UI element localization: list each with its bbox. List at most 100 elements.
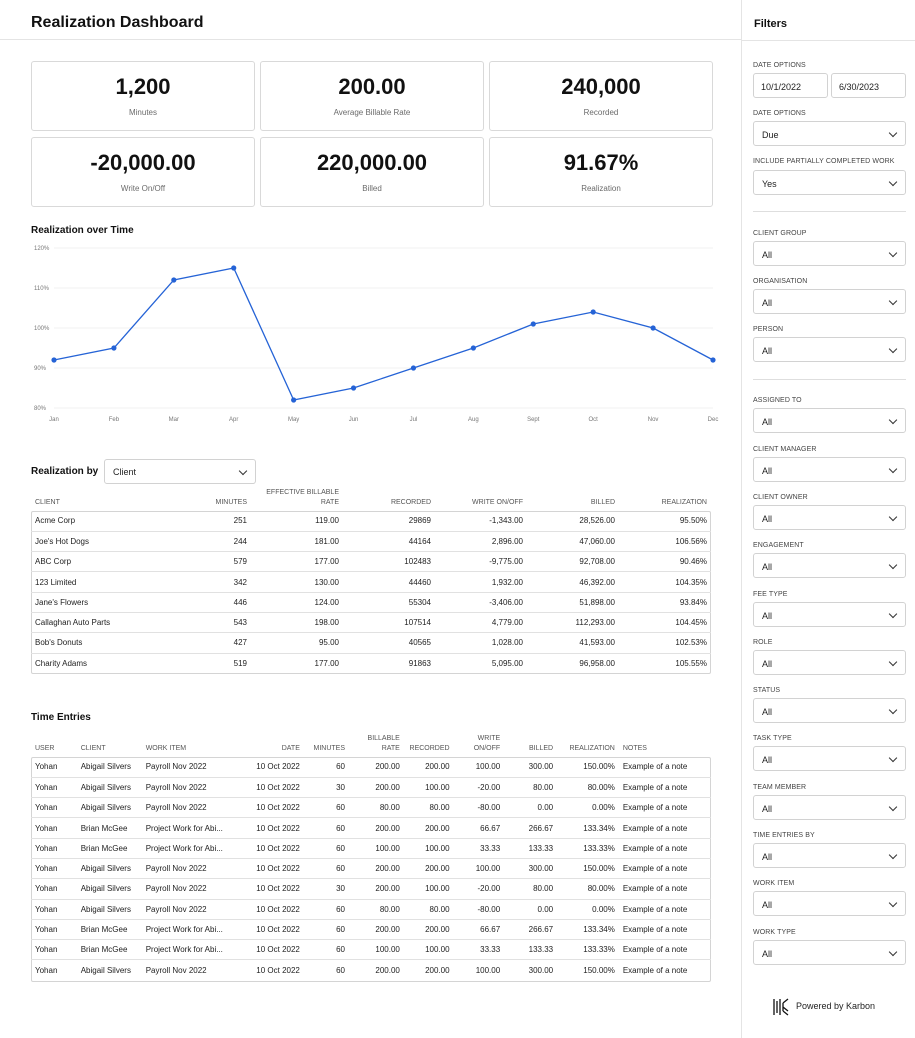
- realization-table-body: Acme Corp 251 119.00 29869 -1,343.00 28,526.0…: [31, 511, 711, 674]
- kpi-value: 200.00: [338, 74, 406, 99]
- filter-select[interactable]: All: [753, 698, 906, 723]
- table-cell: 133.33: [504, 939, 558, 960]
- table-row[interactable]: Yohan Abigail Silvers Payroll Nov 2022 10 O…: [31, 857, 711, 879]
- table-cell: 5,095.00: [435, 652, 527, 674]
- table-cell: 266.67: [504, 918, 558, 940]
- table-cell: 10 Oct 2022: [238, 918, 304, 940]
- data-point[interactable]: [410, 365, 417, 371]
- filter-select[interactable]: All: [753, 891, 906, 916]
- data-point[interactable]: [470, 345, 476, 351]
- table-cell: Payroll Nov 2022: [141, 797, 239, 818]
- chevron-down-icon: [888, 248, 898, 258]
- table-cell: 0.00: [504, 898, 558, 920]
- table-cell: Abigail Silvers: [76, 878, 142, 900]
- table-row[interactable]: Yohan Brian McGee Project Work for Abi... 1…: [31, 939, 711, 960]
- table-row[interactable]: Acme Corp 251 119.00 29869 -1,343.00 28,526.0…: [31, 511, 711, 531]
- data-point[interactable]: [710, 357, 716, 363]
- filter-label: Client Group: [753, 230, 807, 237]
- include-partial-label: Include Partially Completed Work: [753, 158, 895, 165]
- table-cell: 40565: [343, 632, 435, 654]
- table-row[interactable]: Charity Adams 519 177.00 91863 5,095.00 96,95…: [31, 652, 711, 674]
- kpi-card-recorded: 240,000 Recorded: [489, 61, 713, 131]
- date-from-input[interactable]: 10/1/2022: [753, 73, 828, 98]
- table-row[interactable]: Jane's Flowers 446 124.00 55304 -3,406.00 51,…: [31, 591, 711, 613]
- table-cell: 41,593.00: [527, 632, 619, 654]
- table-cell: 100.00: [403, 776, 454, 798]
- filters-sidebar: Filters Date Options 10/1/2022 6/30/2023…: [741, 0, 915, 1038]
- filter-select[interactable]: All: [753, 457, 906, 482]
- data-point[interactable]: [530, 321, 536, 327]
- filter-select[interactable]: All: [753, 843, 906, 868]
- table-cell: 579: [171, 551, 251, 572]
- table-cell: 133.34%: [557, 817, 619, 839]
- filter-select[interactable]: All: [753, 505, 906, 530]
- date-options-select[interactable]: Due: [753, 121, 906, 146]
- filter-label: Task Type: [753, 735, 792, 742]
- realization-line-chart: 120% 110% 100% 90% 80%Jan Feb Mar Apr May Jun Jul A…: [34, 246, 718, 423]
- chevron-down-icon: [888, 609, 898, 619]
- filter-select[interactable]: All: [753, 940, 906, 965]
- filter-select[interactable]: All: [753, 289, 906, 314]
- table-row[interactable]: Yohan Brian McGee Project Work for Abi... 1…: [31, 817, 711, 839]
- filter-select[interactable]: All: [753, 408, 906, 433]
- table-row[interactable]: Yohan Abigail Silvers Payroll Nov 2022 10 O…: [31, 757, 711, 777]
- time-entries-title: Time Entries: [31, 712, 91, 723]
- filter-label: Assigned To: [753, 397, 802, 404]
- filter-select[interactable]: All: [753, 746, 906, 771]
- table-cell: 200.00: [349, 959, 404, 981]
- table-cell: 95.00: [251, 632, 343, 654]
- table-row[interactable]: ABC Corp 579 177.00 102483 -9,775.00 92,708.0…: [31, 551, 711, 572]
- table-cell: Yohan: [31, 918, 77, 940]
- table-cell: 28,526.00: [579, 516, 615, 526]
- kpi-value: -20,000.00: [90, 150, 196, 175]
- table-row[interactable]: 123 Limited 342 130.00 44460 1,932.00 46,392.…: [31, 571, 711, 593]
- table-cell: Charity Adams: [31, 652, 171, 674]
- filter-select[interactable]: All: [753, 650, 906, 675]
- table-row[interactable]: Yohan Abigail Silvers Payroll Nov 2022 10 O…: [31, 797, 711, 818]
- filter-label: Status: [753, 687, 781, 694]
- table-cell: 66.67: [453, 918, 505, 940]
- x-tick-label: Sept: [527, 417, 540, 423]
- table-cell: -80.00: [453, 797, 505, 818]
- table-row[interactable]: Yohan Brian McGee Project Work for Abi... 1…: [31, 918, 711, 940]
- filter-select[interactable]: All: [753, 602, 906, 627]
- table-cell: 200.00: [403, 857, 454, 879]
- y-tick-label: 90%: [34, 366, 47, 372]
- table-row[interactable]: Yohan Abigail Silvers Payroll Nov 2022 10 O…: [31, 776, 711, 798]
- table-row[interactable]: Bob's Donuts 427 95.00 40565 1,028.00 41,593.…: [31, 632, 711, 654]
- data-point[interactable]: [171, 277, 177, 283]
- table-cell: 80.00: [504, 776, 558, 798]
- column-header: Minutes: [215, 498, 248, 506]
- include-partial-select[interactable]: Yes: [753, 170, 906, 195]
- filter-select[interactable]: All: [753, 795, 906, 820]
- realization-by-select[interactable]: Client: [104, 459, 256, 484]
- select-value: All: [762, 900, 773, 910]
- table-row[interactable]: Yohan Abigail Silvers Payroll Nov 2022 10 O…: [31, 898, 711, 920]
- table-row[interactable]: Yohan Abigail Silvers Payroll Nov 2022 10 O…: [31, 878, 711, 900]
- filter-select[interactable]: All: [753, 337, 906, 362]
- table-cell: 119.00: [315, 516, 339, 526]
- filter-select[interactable]: All: [753, 241, 906, 266]
- table-cell: Yohan: [31, 837, 77, 859]
- data-point[interactable]: [51, 357, 57, 363]
- data-point[interactable]: [650, 325, 656, 331]
- kpi-card-write-on-off: -20,000.00 Write On/Off: [31, 137, 255, 207]
- data-point[interactable]: [111, 345, 117, 351]
- table-cell: 266.67: [504, 817, 558, 839]
- column-header: Write On/Off: [473, 735, 501, 752]
- table-cell: 133.33%: [557, 837, 619, 859]
- table-cell: 10 Oct 2022: [238, 878, 304, 900]
- data-point[interactable]: [590, 309, 596, 315]
- table-row[interactable]: Callaghan Auto Parts 543 198.00 107514 4,779…: [31, 611, 711, 633]
- date-to-input[interactable]: 6/30/2023: [831, 73, 906, 98]
- data-point[interactable]: [350, 385, 357, 391]
- table-cell: 80.00: [349, 898, 404, 920]
- data-point[interactable]: [231, 265, 237, 271]
- table-row[interactable]: Yohan Brian McGee Project Work for Abi... 1…: [31, 837, 711, 859]
- select-value: All: [762, 707, 773, 717]
- filter-select[interactable]: All: [753, 553, 906, 578]
- table-cell: 0.00: [504, 797, 558, 818]
- data-point[interactable]: [291, 397, 297, 403]
- table-row[interactable]: Yohan Abigail Silvers Payroll Nov 2022 10 O…: [31, 959, 711, 981]
- table-row[interactable]: Joe's Hot Dogs 244 181.00 44164 2,896.00 47,0…: [31, 530, 711, 552]
